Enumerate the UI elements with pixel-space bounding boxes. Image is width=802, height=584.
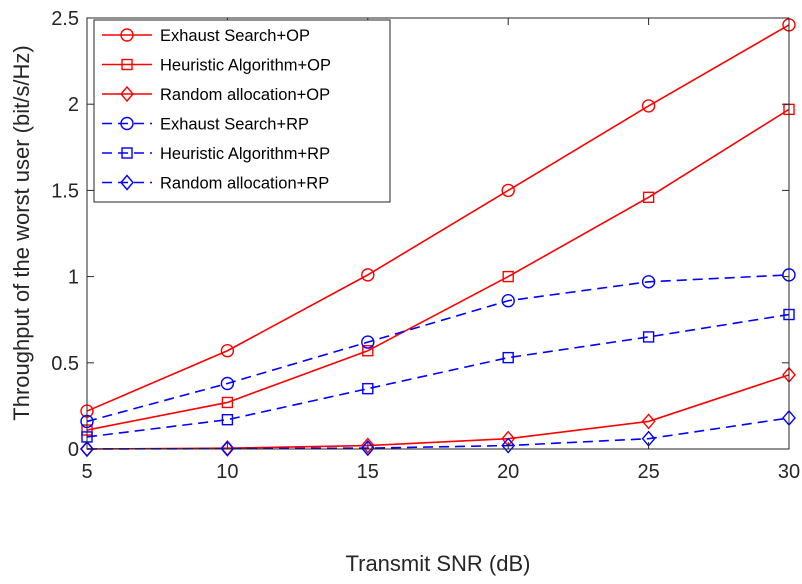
legend-label: Heuristic Algorithm+OP bbox=[160, 57, 331, 75]
data-point bbox=[361, 268, 375, 282]
legend-label: Exhaust Search+RP bbox=[160, 116, 309, 134]
legend-label: Exhaust Search+OP bbox=[160, 27, 310, 45]
x-tick-label: 20 bbox=[497, 461, 519, 483]
x-tick-label: 25 bbox=[637, 461, 659, 483]
y-tick-label: 2 bbox=[68, 94, 79, 116]
data-point bbox=[501, 437, 516, 454]
data-point bbox=[360, 440, 375, 457]
data-point bbox=[220, 344, 235, 358]
legend-label: Heuristic Algorithm+RP bbox=[160, 145, 330, 163]
data-point bbox=[642, 191, 655, 203]
y-tick-label: 1 bbox=[68, 267, 79, 289]
data-point bbox=[362, 345, 374, 357]
axes bbox=[86, 17, 790, 450]
legend-marker bbox=[120, 116, 134, 131]
data-point bbox=[221, 396, 234, 409]
data-point bbox=[221, 413, 234, 426]
data-point bbox=[361, 335, 375, 349]
legend-entry-1: Exhaust Search+OP bbox=[102, 27, 310, 45]
y-tick-label: 0 bbox=[68, 439, 79, 461]
data-point bbox=[501, 294, 515, 308]
legend-label: Random allocation+OP bbox=[160, 86, 330, 104]
legend-entry-6: Random allocation+RP bbox=[102, 174, 329, 193]
data-point bbox=[501, 183, 515, 198]
y-tick-label: 1.5 bbox=[51, 180, 79, 202]
tick-labels: 5 10 15 20 25 30 0 0.5 1 1.5 2 2.5 bbox=[51, 8, 800, 483]
x-tick-label: 30 bbox=[778, 461, 800, 483]
x-tick-label: 10 bbox=[216, 461, 238, 483]
legend-marker bbox=[120, 28, 134, 42]
x-tick-label: 5 bbox=[81, 461, 92, 483]
legend-marker bbox=[120, 85, 134, 103]
data-point bbox=[641, 413, 656, 430]
series-line bbox=[86, 24, 790, 412]
series-line bbox=[86, 108, 790, 431]
data-point bbox=[220, 376, 235, 391]
legend-entry-3: Random allocation+OP bbox=[102, 85, 330, 104]
legend: Exhaust Search+OP Heuristic Algorithm+OP R… bbox=[93, 19, 391, 203]
data-point bbox=[80, 440, 94, 458]
data-point bbox=[502, 351, 514, 364]
legend-label: Random allocation+RP bbox=[160, 175, 329, 193]
y-axis-title: Throughput of the worst user (bit/s/Hz) bbox=[9, 45, 34, 420]
x-axis-title: Transmit SNR (dB) bbox=[346, 551, 531, 576]
data-point bbox=[642, 331, 655, 343]
x-tick-label: 15 bbox=[357, 461, 379, 483]
y-tick-label: 0.5 bbox=[51, 353, 79, 375]
data-point bbox=[502, 270, 514, 283]
legend-marker bbox=[121, 147, 133, 159]
legend-marker bbox=[120, 174, 134, 191]
series-line bbox=[86, 313, 790, 438]
data-point bbox=[362, 382, 374, 395]
axes-box bbox=[86, 17, 790, 450]
data-point bbox=[220, 440, 235, 457]
series-line bbox=[86, 274, 790, 423]
series-layer bbox=[80, 18, 796, 458]
legend-entry-5: Heuristic Algorithm+RP bbox=[102, 145, 330, 163]
legend-entry-4: Exhaust Search+RP bbox=[102, 116, 309, 134]
data-point bbox=[360, 437, 375, 454]
legend-box bbox=[93, 19, 391, 203]
legend-entry-2: Heuristic Algorithm+OP bbox=[102, 57, 331, 75]
y-tick-label: 2.5 bbox=[51, 8, 79, 30]
data-point bbox=[641, 99, 656, 113]
legend-marker bbox=[121, 58, 133, 71]
data-point bbox=[641, 275, 656, 289]
